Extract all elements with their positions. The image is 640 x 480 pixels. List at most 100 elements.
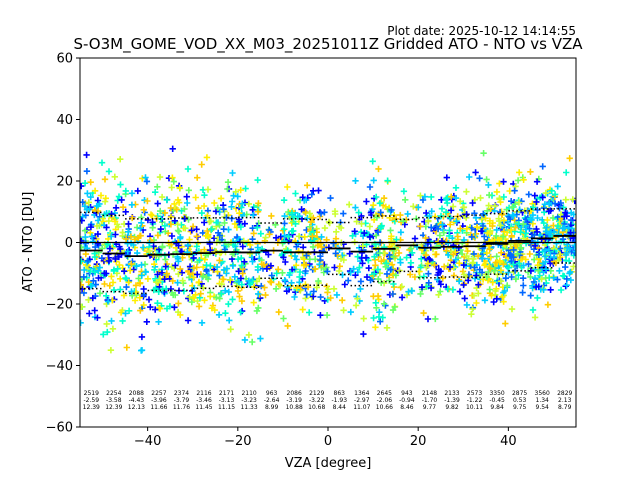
scatter-marker-group xyxy=(262,233,284,272)
bin-stat-std: 9.82 xyxy=(445,404,459,411)
scatter-marker-group xyxy=(353,218,366,250)
scatter-marker-group xyxy=(307,218,330,273)
scatter-marker-group xyxy=(284,213,303,301)
bin-stat-mean: 2.13 xyxy=(558,397,572,404)
scatter-marker-group xyxy=(102,195,126,282)
scatter-marker-group xyxy=(258,236,282,291)
bin-stat-mean: -4.43 xyxy=(129,397,145,404)
bin-stat-std: 11.33 xyxy=(240,404,257,411)
scatter-marker-group xyxy=(438,184,460,293)
bin-stat-std: 9.54 xyxy=(536,404,550,411)
bin-stat-std: 11.45 xyxy=(195,404,212,411)
bin-stat-count: 2129 xyxy=(309,390,324,397)
scatter-marker-group xyxy=(220,192,241,296)
scatter-marker-group xyxy=(397,210,421,295)
x-tick-label: 0 xyxy=(324,434,332,449)
bin-stat-std: 11.76 xyxy=(173,404,190,411)
statistics-lines-layer xyxy=(80,208,576,295)
bin-stat-mean: 0.53 xyxy=(513,397,527,404)
bin-stat-mean: -3.79 xyxy=(174,397,190,404)
bin-stat-count: 2116 xyxy=(196,390,211,397)
x-tick-label: 40 xyxy=(500,434,517,449)
bin-stat-mean: -1.70 xyxy=(422,397,438,404)
bin-stat-std: 9.84 xyxy=(490,404,504,411)
bin-stat-count: 963 xyxy=(266,390,278,397)
bin-stat-std: 12.39 xyxy=(105,404,122,411)
scatter-marker-group xyxy=(507,176,529,263)
scatter-marker-group xyxy=(190,154,218,304)
bin-stat-mean: -2.06 xyxy=(377,397,393,404)
bin-stat-count: 2254 xyxy=(106,390,121,397)
scatter-marker-group xyxy=(486,222,509,327)
scatter-marker-group xyxy=(146,173,166,286)
bin-stat-mean: -3.58 xyxy=(106,397,122,404)
bin-stat-std: 11.15 xyxy=(218,404,235,411)
bin-stat-count: 3560 xyxy=(535,390,550,397)
bin-stat-mean: -0.94 xyxy=(399,397,415,404)
bin-stat-count: 2573 xyxy=(467,390,482,397)
bin-stat-mean: -3.13 xyxy=(219,397,235,404)
scatter-marker-group xyxy=(127,174,149,270)
scatter-marker-group xyxy=(460,169,485,302)
scatter-marker-group xyxy=(358,209,376,262)
scatter-marker-group xyxy=(174,221,195,301)
bin-stat-count: 2133 xyxy=(444,390,459,397)
y-axis-label: ATO - NTO [DU] xyxy=(21,192,36,293)
scatter-marker-group xyxy=(215,214,241,279)
scatter-marker-group xyxy=(80,193,96,252)
bin-stat-std: 10.88 xyxy=(286,404,303,411)
scatter-marker-group xyxy=(422,234,440,258)
scatter-marker-group xyxy=(103,156,126,328)
scatter-marker-group xyxy=(373,214,397,307)
scatter-marker-group xyxy=(122,232,144,351)
scatter-marker-group xyxy=(237,203,261,316)
scatter-marker-group xyxy=(463,188,489,278)
scatter-marker-group xyxy=(509,211,530,269)
scatter-marker-group xyxy=(483,176,511,293)
bin-statistics-layer: 2519-2.5912.392254-3.5812.392088-4.4312.… xyxy=(83,390,573,411)
bin-stat-count: 2829 xyxy=(557,390,572,397)
x-axis-label: VZA [degree] xyxy=(285,456,372,471)
scatter-marker-group xyxy=(377,209,394,325)
y-tick-label: −20 xyxy=(46,298,73,313)
bin-stat-count: 2374 xyxy=(174,390,189,397)
scatter-marker-group xyxy=(169,145,195,311)
bin-stat-mean: -3.23 xyxy=(241,397,257,404)
bin-stat-mean: -2.97 xyxy=(354,397,370,404)
scatter-marker-group xyxy=(213,219,241,303)
bin-stat-count: 863 xyxy=(334,390,346,397)
chart-title: S-O3M_GOME_VOD_XX_M03_20251011Z Gridded … xyxy=(73,35,583,54)
y-axis: −60 −40 −20 0 20 40 60 xyxy=(46,52,80,436)
bin-stat-std: 9.75 xyxy=(513,404,527,411)
bin-stat-std: 8.44 xyxy=(333,404,347,411)
y-tick-label: 0 xyxy=(65,236,73,251)
scatter-marker-group xyxy=(529,201,553,289)
scatter-marker-group xyxy=(240,200,263,339)
bin-stat-std: 10.11 xyxy=(466,404,483,411)
x-tick-label: 20 xyxy=(410,434,427,449)
bin-stat-count: 2171 xyxy=(219,390,234,397)
bin-stat-std: 11.07 xyxy=(353,404,370,411)
bin-stat-count: 2110 xyxy=(241,390,256,397)
scatter-marker-group xyxy=(509,200,527,257)
bin-stat-std: 10.66 xyxy=(376,404,393,411)
scatter-marker-group xyxy=(190,233,205,310)
scatter-marker-group xyxy=(349,158,376,271)
scatter-marker-group xyxy=(80,168,99,284)
scatter-marker-group xyxy=(370,193,390,322)
bin-stat-std: 11.66 xyxy=(150,404,167,411)
bin-stat-count: 2257 xyxy=(151,390,166,397)
scatter-marker-group xyxy=(281,190,299,254)
scatter-marker-group xyxy=(149,183,169,263)
scatter-marker-group xyxy=(316,261,323,268)
scatter-marker-group xyxy=(194,251,212,289)
bin-stat-std: 9.77 xyxy=(423,404,437,411)
bin-stat-count: 1364 xyxy=(354,390,369,397)
scatter-marker-group xyxy=(559,224,573,277)
bin-stat-mean: -1.22 xyxy=(467,397,483,404)
bin-stat-std: 8.46 xyxy=(400,404,414,411)
bin-stat-count: 3350 xyxy=(489,390,504,397)
scatter-marker-group xyxy=(124,190,146,354)
y-tick-label: −60 xyxy=(46,421,73,436)
